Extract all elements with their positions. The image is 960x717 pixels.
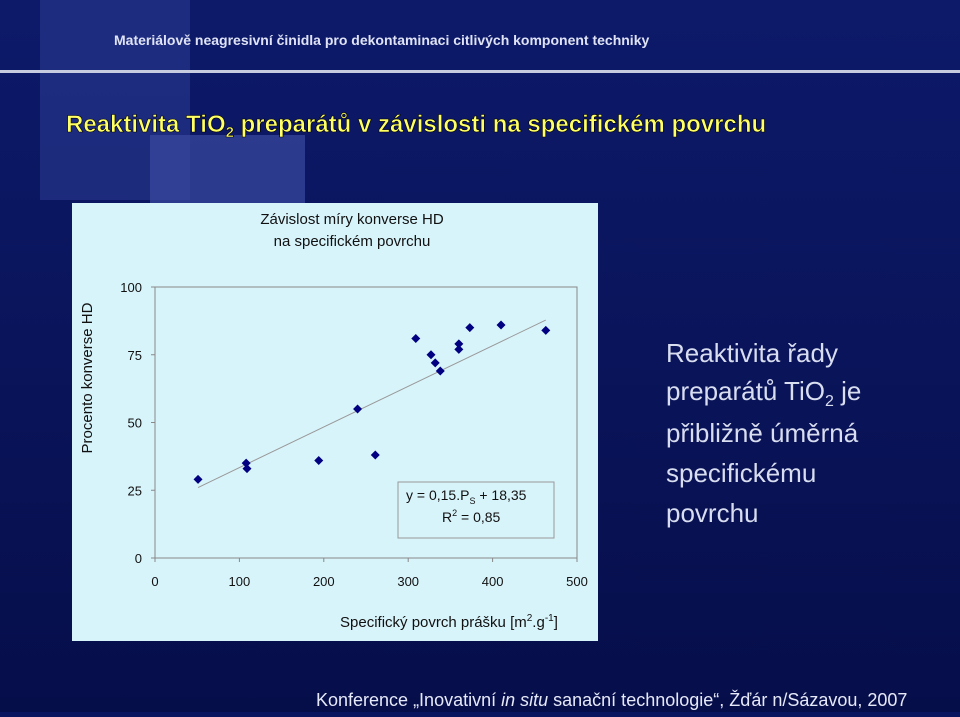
- point: [241, 458, 251, 468]
- x-axis-title-part: ]: [554, 614, 558, 631]
- eq-part: y = 0,15.P: [406, 487, 469, 503]
- footer: Konference „Inovativní in situ sanační t…: [316, 690, 907, 710]
- x-axis-title-part: Specifický povrch prášku [m: [340, 614, 527, 631]
- x-axis-title-part: .g: [532, 614, 545, 631]
- point: [353, 404, 363, 414]
- t: 2: [226, 124, 234, 141]
- header: Materiálově neagresivní činidla pro deko…: [114, 32, 649, 48]
- point: [454, 339, 464, 349]
- side-text: Reaktivita řady preparátů TiO2 je přibli…: [666, 338, 861, 528]
- y-axis-title: Procento konverse HD: [79, 302, 96, 453]
- y-tick-label: 25: [128, 483, 142, 498]
- t: sanační technologie“, Žďár n/Sázavou, 20…: [548, 690, 907, 710]
- header-rule: [0, 70, 960, 73]
- t: 2: [825, 393, 834, 410]
- x-tick-label: 0: [151, 574, 158, 589]
- point: [411, 333, 421, 343]
- equation: y = 0,15.PS + 18,35: [406, 487, 527, 506]
- point: [314, 455, 324, 465]
- x-tick-label: 200: [313, 574, 335, 589]
- y-tick-label: 75: [128, 348, 142, 363]
- point: [435, 366, 445, 376]
- eq-part: + 18,35: [475, 487, 526, 503]
- chart: Závislost míry konverse HD na specifickém…: [79, 211, 588, 631]
- r-part: = 0,85: [457, 509, 500, 525]
- trendline: [197, 319, 546, 488]
- side-line: Reaktivita řady: [666, 338, 838, 368]
- x-axis-title: Specifický povrch prášku [m2.g-1]: [340, 613, 558, 631]
- point: [193, 474, 203, 484]
- point: [496, 320, 506, 330]
- r-part: 2: [452, 508, 457, 518]
- side-line: přibližně úměrná: [666, 418, 859, 448]
- r-squared: R2 = 0,85: [442, 508, 501, 525]
- point: [541, 325, 551, 335]
- chart-title: na specifickém povrchu: [274, 233, 431, 250]
- t: preparátů TiO: [666, 376, 825, 406]
- x-tick-label: 100: [229, 574, 251, 589]
- t: je: [834, 376, 861, 406]
- point: [242, 464, 252, 474]
- point: [370, 450, 380, 460]
- slide-title: Reaktivita TiO2 preparátů v závislosti n…: [66, 111, 766, 141]
- eq-part: S: [469, 496, 475, 506]
- t: in situ: [501, 690, 548, 710]
- x-axis-title-part: -1: [545, 613, 554, 624]
- y-tick-label: 100: [120, 280, 142, 295]
- r-part: R: [442, 509, 452, 525]
- point: [430, 358, 440, 368]
- t: preparátů v závislosti na specifickém po…: [234, 111, 766, 138]
- side-line: povrchu: [666, 498, 759, 528]
- decor: [150, 135, 305, 205]
- equation-box: [397, 481, 555, 539]
- point: [454, 344, 464, 354]
- x-tick-label: 500: [566, 574, 588, 589]
- x-axis-title-part: 2: [527, 613, 533, 624]
- side-line: preparátů TiO2 je: [666, 376, 861, 410]
- y-tick-label: 0: [135, 551, 142, 566]
- chart-title: Závislost míry konverse HD: [260, 211, 444, 228]
- y-tick-label: 50: [128, 416, 142, 431]
- point: [426, 350, 436, 360]
- t: Reaktivita TiO: [66, 111, 226, 138]
- point: [465, 323, 475, 333]
- t: Konference „Inovativní: [316, 690, 501, 710]
- side-line: specifickému: [666, 458, 816, 488]
- x-tick-label: 400: [482, 574, 504, 589]
- x-tick-label: 300: [397, 574, 419, 589]
